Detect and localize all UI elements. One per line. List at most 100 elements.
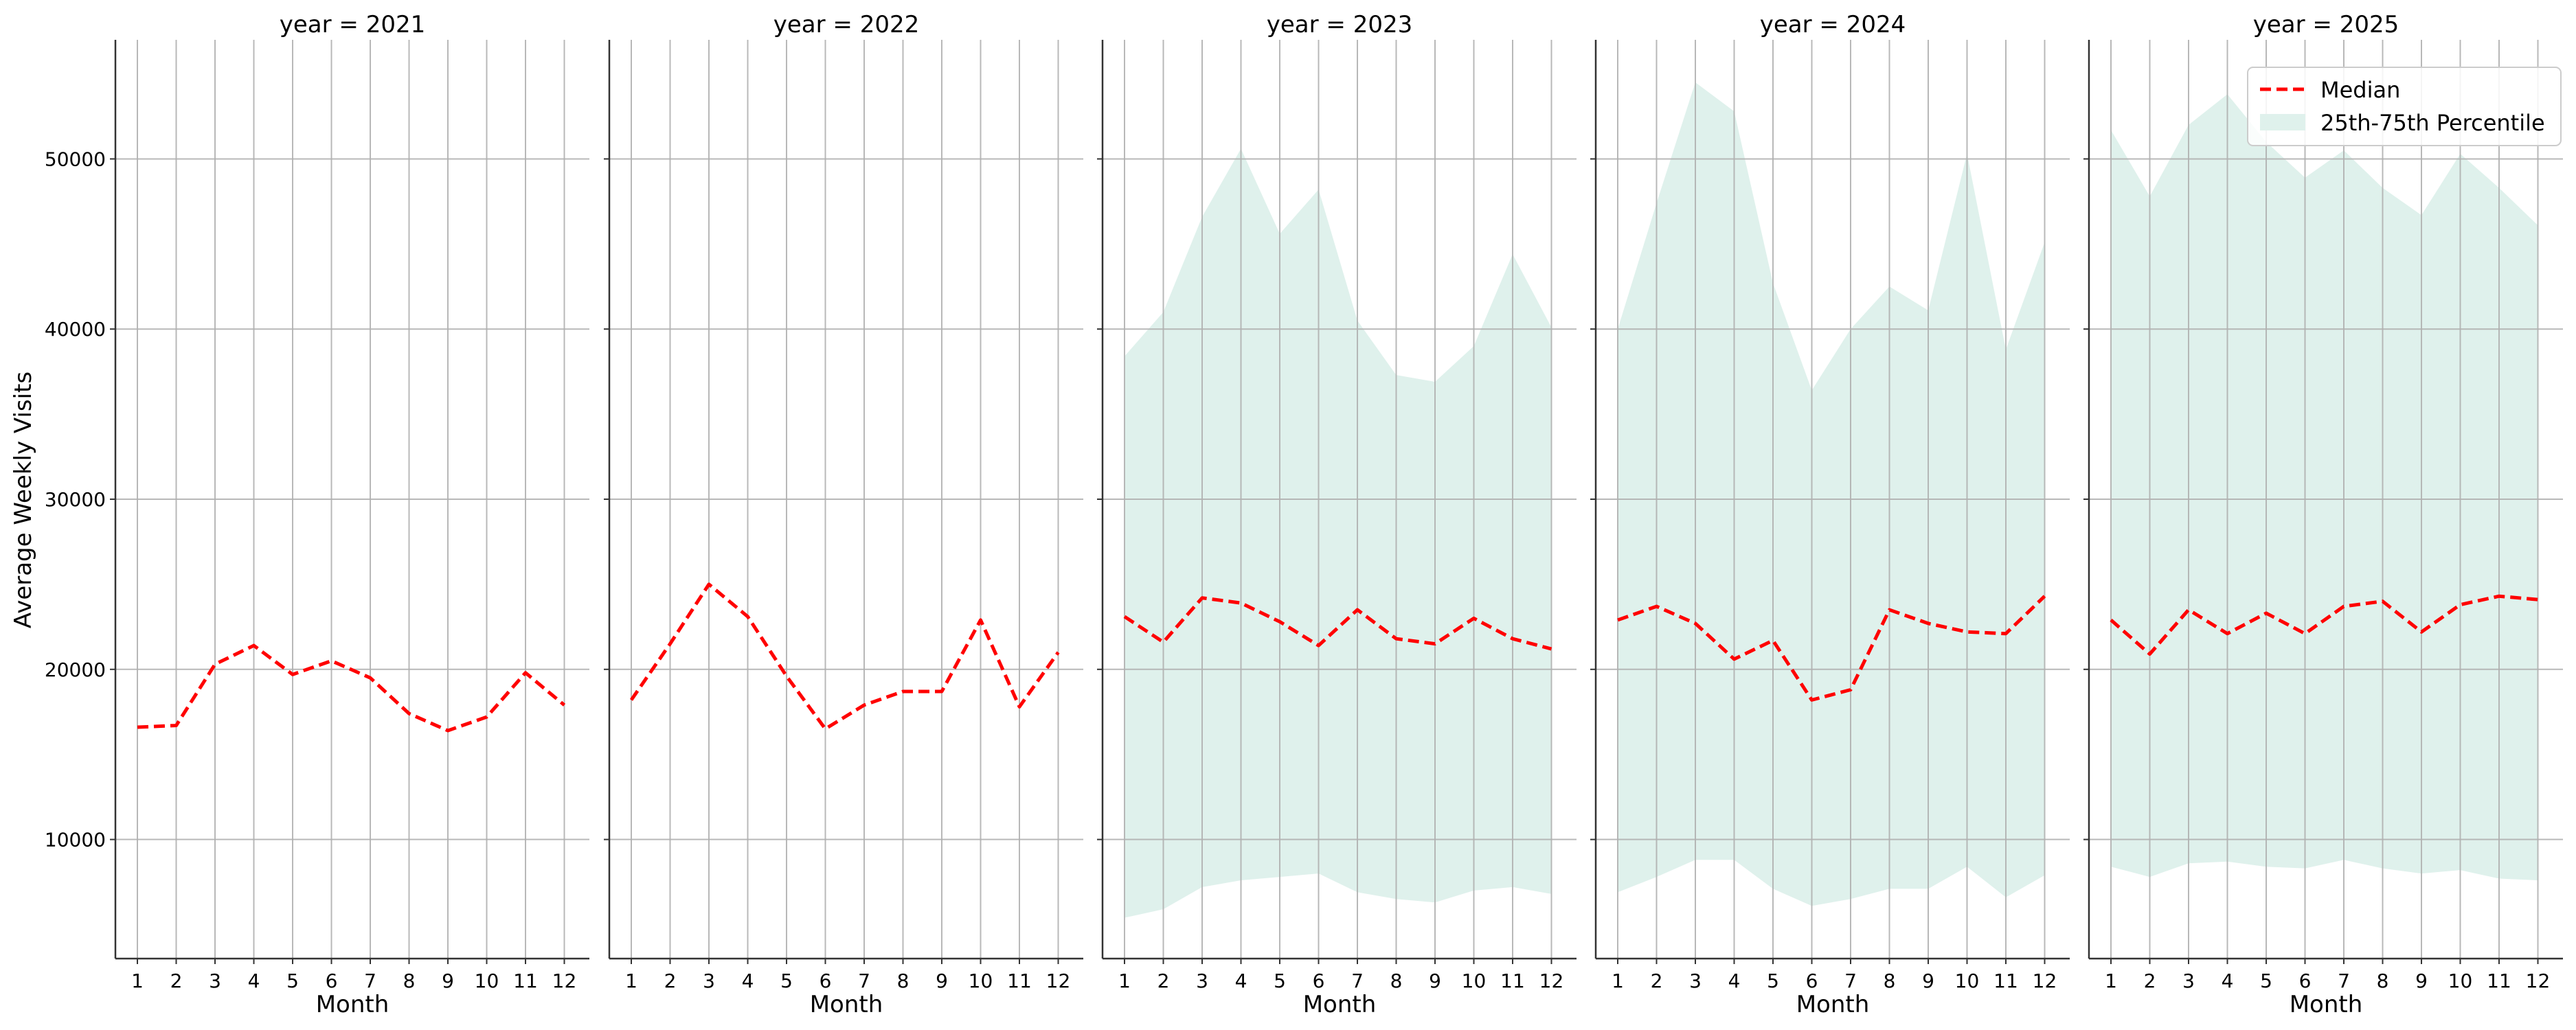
x-tick-label: 8 bbox=[897, 970, 909, 992]
x-tick-label: 3 bbox=[1689, 970, 1702, 992]
median-point bbox=[407, 711, 411, 716]
x-tick-label: 9 bbox=[2415, 970, 2428, 992]
facet-title: year = 2023 bbox=[1267, 11, 1412, 38]
median-point bbox=[901, 689, 905, 694]
x-tick-label: 4 bbox=[248, 970, 260, 992]
x-tick-label: 2 bbox=[664, 970, 677, 992]
x-tick-label: 7 bbox=[858, 970, 870, 992]
x-tick-label: 2 bbox=[170, 970, 183, 992]
median-line bbox=[137, 643, 566, 733]
median-point bbox=[174, 724, 179, 728]
median-point bbox=[1200, 596, 1204, 600]
x-axis-label: Month bbox=[2290, 991, 2363, 1018]
median-point bbox=[291, 672, 295, 676]
x-tick-label: 5 bbox=[780, 970, 793, 992]
x-tick-label: 4 bbox=[2222, 970, 2234, 992]
x-tick-label: 5 bbox=[286, 970, 299, 992]
median-point bbox=[1888, 608, 1892, 612]
median-line bbox=[2110, 594, 2538, 656]
x-axis-label: Month bbox=[1796, 991, 1870, 1018]
median-point bbox=[1317, 643, 1321, 648]
median-point bbox=[2043, 594, 2047, 598]
median-point bbox=[746, 615, 750, 619]
median-line bbox=[629, 582, 1060, 731]
median-point bbox=[485, 715, 489, 719]
x-tick-label: 5 bbox=[1274, 970, 1286, 992]
x-tick-label: 1 bbox=[625, 970, 637, 992]
median-point bbox=[1017, 705, 1021, 709]
x-tick-label: 7 bbox=[1844, 970, 1857, 992]
median-point bbox=[2381, 599, 2385, 604]
median-point bbox=[2342, 604, 2346, 608]
median-point bbox=[213, 662, 217, 666]
legend-band-label: 25th-75th Percentile bbox=[2320, 110, 2545, 136]
x-tick-label: 12 bbox=[1046, 970, 1071, 992]
median-point bbox=[2109, 618, 2113, 622]
median-point bbox=[2187, 608, 2191, 612]
median-point bbox=[368, 676, 372, 680]
y-tick-label: 40000 bbox=[45, 318, 106, 341]
x-tick-label: 10 bbox=[969, 970, 993, 992]
x-tick-label: 9 bbox=[936, 970, 948, 992]
median-point bbox=[940, 689, 944, 694]
x-tick-label: 10 bbox=[475, 970, 499, 992]
x-tick-label: 6 bbox=[820, 970, 832, 992]
median-point bbox=[1394, 637, 1399, 641]
x-tick-label: 3 bbox=[703, 970, 715, 992]
x-tick-label: 8 bbox=[2377, 970, 2389, 992]
x-tick-label: 10 bbox=[2448, 970, 2473, 992]
x-tick-label: 2 bbox=[2144, 970, 2156, 992]
median-point bbox=[135, 725, 139, 729]
median-point bbox=[1849, 688, 1853, 692]
median-point bbox=[563, 703, 567, 707]
x-tick-label: 8 bbox=[403, 970, 416, 992]
median-point bbox=[2004, 632, 2008, 636]
median-point bbox=[1771, 639, 1775, 643]
percentile-band bbox=[1125, 148, 1552, 918]
median-point bbox=[824, 727, 828, 731]
median-point bbox=[1926, 621, 1930, 626]
median-point bbox=[1616, 618, 1620, 622]
x-tick-label: 3 bbox=[209, 970, 221, 992]
legend: Median 25th-75th Percentile bbox=[2247, 67, 2562, 146]
median-point bbox=[1278, 619, 1282, 623]
median-point bbox=[2226, 632, 2230, 636]
y-tick-label: 50000 bbox=[45, 148, 106, 170]
x-tick-label: 1 bbox=[131, 970, 144, 992]
y-tick-label: 30000 bbox=[45, 488, 106, 511]
x-tick-label: 4 bbox=[742, 970, 754, 992]
x-tick-label: 9 bbox=[1922, 970, 1934, 992]
legend-median-label: Median bbox=[2320, 77, 2400, 103]
median-point bbox=[1122, 615, 1127, 619]
facet-title: year = 2024 bbox=[1760, 11, 1906, 38]
x-tick-label: 5 bbox=[2260, 970, 2272, 992]
x-tick-label: 12 bbox=[1539, 970, 1564, 992]
x-tick-label: 12 bbox=[2033, 970, 2057, 992]
x-tick-label: 3 bbox=[1196, 970, 1208, 992]
median-point bbox=[862, 703, 866, 707]
median-point bbox=[2148, 652, 2152, 656]
x-tick-label: 12 bbox=[552, 970, 577, 992]
x-tick-label: 1 bbox=[2105, 970, 2117, 992]
x-tick-label: 7 bbox=[1351, 970, 1364, 992]
x-tick-label: 4 bbox=[1728, 970, 1741, 992]
median-point bbox=[1511, 637, 1515, 641]
x-axis-label: Month bbox=[1303, 991, 1377, 1018]
x-tick-label: 8 bbox=[1884, 970, 1896, 992]
median-point bbox=[1472, 616, 1476, 620]
median-point bbox=[330, 659, 334, 663]
median-point bbox=[629, 698, 633, 702]
x-axis-label: Month bbox=[316, 991, 389, 1018]
median-point bbox=[2419, 630, 2424, 634]
median-point bbox=[1810, 698, 1814, 702]
median-point bbox=[1732, 657, 1737, 661]
x-tick-label: 6 bbox=[2299, 970, 2312, 992]
x-tick-label: 11 bbox=[1007, 970, 1032, 992]
x-tick-label: 11 bbox=[1993, 970, 2018, 992]
